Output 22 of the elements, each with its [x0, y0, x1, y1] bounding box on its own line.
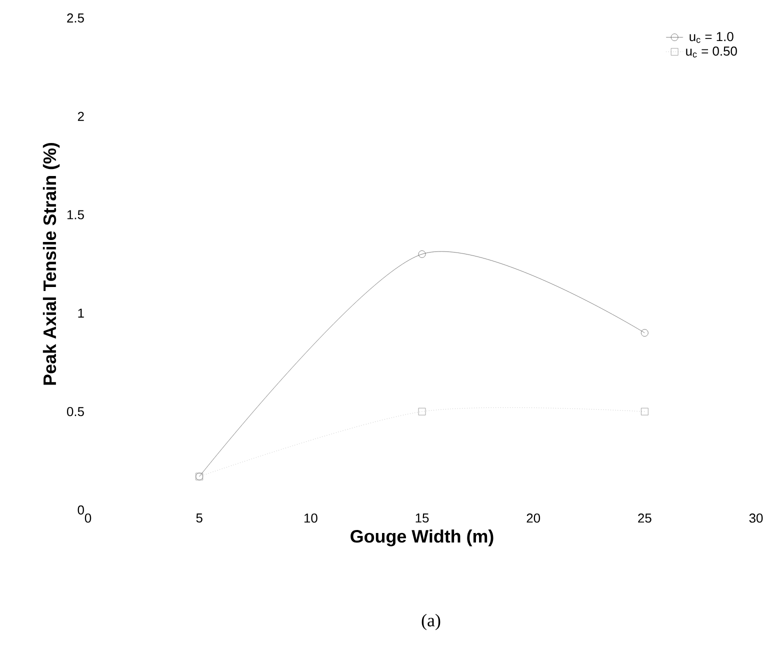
y-tick-label: 2.5 — [67, 13, 84, 23]
y-tick-label: 0.5 — [66, 406, 84, 416]
text: (a) — [422, 614, 440, 630]
y-tick-label: 1.5 — [67, 210, 84, 220]
x-tick-label: 20 — [526, 514, 540, 523]
x-axis-title: Gouge Width (m) — [350, 530, 494, 546]
x-tick-label: 30 — [749, 514, 763, 523]
x-tick-label: 25 — [638, 514, 652, 523]
point — [418, 408, 426, 416]
x-tick-label: 5 — [196, 514, 202, 523]
y-tick-label: 1 — [78, 308, 84, 318]
legend-label: u$_{c}$ = 0.50 — [686, 46, 737, 58]
x-tick-label: 15 — [416, 514, 429, 523]
y-tick-label: 2 — [78, 112, 84, 121]
point — [640, 329, 648, 337]
y-axis-title: Peak Axial Tensile Strain (%) — [42, 142, 60, 385]
point — [640, 408, 648, 416]
y-tick-label: 0 — [78, 505, 84, 515]
x-tick-label: 10 — [304, 514, 318, 523]
legend-label: u$_{c}$ = 1.0 — [690, 32, 734, 43]
x-tick-label: 0 — [84, 514, 92, 523]
point — [418, 250, 426, 258]
